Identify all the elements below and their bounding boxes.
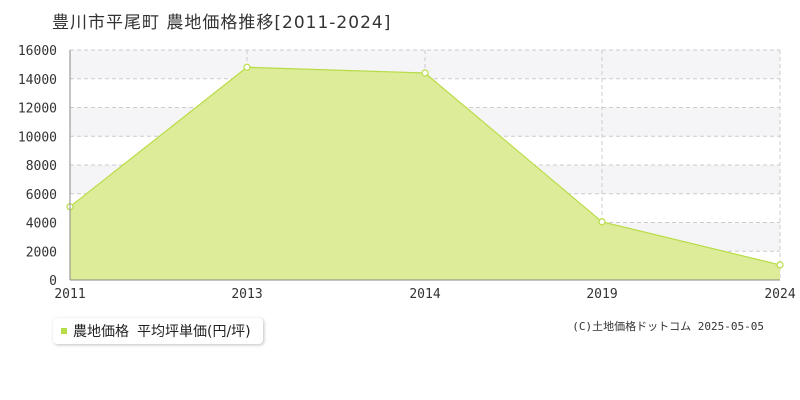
x-tick-label: 2024 bbox=[764, 287, 795, 302]
data-point bbox=[598, 218, 606, 226]
copyright-text: (C)土地価格ドットコム 2025-05-05 bbox=[572, 320, 764, 333]
legend-series-label: 農地価格 bbox=[73, 324, 129, 340]
y-tick-label: 6000 bbox=[26, 188, 57, 203]
y-tick-label: 0 bbox=[49, 274, 57, 289]
y-tick-label: 14000 bbox=[18, 73, 57, 88]
x-tick-label: 2014 bbox=[409, 287, 440, 302]
y-tick-label: 10000 bbox=[18, 130, 57, 145]
legend-swatch bbox=[61, 328, 67, 334]
series-area bbox=[70, 67, 780, 280]
y-tick-label: 2000 bbox=[26, 245, 57, 260]
legend: 農地価格 平均坪単価(円/坪) bbox=[53, 318, 263, 344]
x-tick-label: 2019 bbox=[586, 287, 617, 302]
chart-title: 豊川市平尾町 農地価格推移[2011-2024] bbox=[52, 13, 392, 33]
x-tick-label: 2013 bbox=[231, 287, 262, 302]
y-tick-label: 8000 bbox=[26, 159, 57, 174]
data-point bbox=[421, 69, 429, 77]
y-tick-label: 12000 bbox=[18, 102, 57, 117]
y-tick-label: 4000 bbox=[26, 217, 57, 232]
y-tick-labels: 0 2000 4000 6000 8000 10000 12000 14000 16000 bbox=[18, 44, 57, 289]
legend-unit-label: 平均坪単価(円/坪) bbox=[137, 324, 251, 340]
x-tick-labels: 2011 2013 2014 2019 2024 bbox=[54, 287, 795, 302]
y-tick-label: 16000 bbox=[18, 44, 57, 59]
data-point bbox=[243, 63, 251, 71]
data-point bbox=[776, 261, 784, 269]
x-tick-label: 2011 bbox=[54, 287, 85, 302]
